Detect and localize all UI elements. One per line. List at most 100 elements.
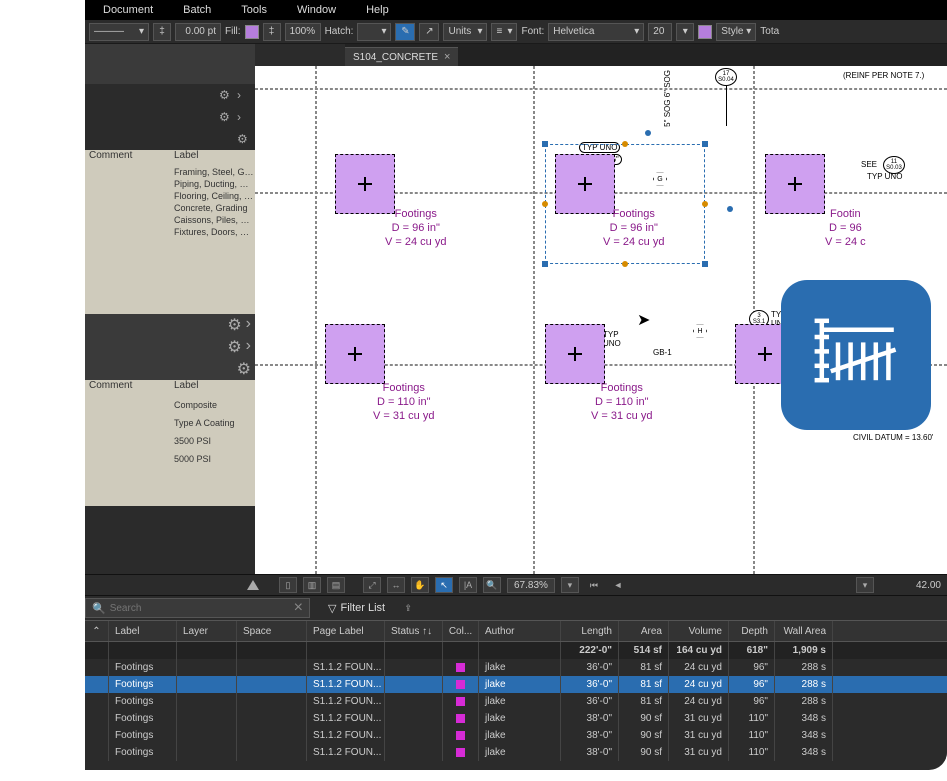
gear-icon[interactable]: ⚙ <box>237 359 251 379</box>
col-label[interactable]: Label <box>109 621 177 641</box>
menu-batch[interactable]: Batch <box>183 4 211 16</box>
selection-box <box>545 144 705 264</box>
text-tool-icon[interactable]: |A <box>459 577 477 593</box>
measure-tool-icon[interactable]: ↗ <box>419 23 439 41</box>
menu-help[interactable]: Help <box>366 4 389 16</box>
units-select[interactable]: Units▾ <box>443 23 487 41</box>
dropdown-icon[interactable]: ▾ <box>856 577 874 593</box>
col-area[interactable]: Area <box>619 621 669 641</box>
panel2-row[interactable]: Composite <box>85 396 255 414</box>
table-row[interactable]: FootingsS1.1.2 FOUN...jlake38'-0"90 sf31… <box>85 744 947 761</box>
gear-icon[interactable]: ⚙ <box>237 132 251 146</box>
menu-document[interactable]: Document <box>103 4 153 16</box>
selection-handle[interactable] <box>622 141 628 147</box>
menu-window[interactable]: Window <box>297 4 336 16</box>
fill-swatch[interactable] <box>245 25 259 39</box>
panel1-row[interactable]: Caissons, Piles, Colum... <box>85 214 255 226</box>
gear-icon[interactable]: ⚙ <box>219 88 233 102</box>
table-row[interactable]: FootingsS1.1.2 FOUN...jlake38'-0"90 sf31… <box>85 710 947 727</box>
panel1-row[interactable]: Piping, Ducting, Co... <box>85 178 255 190</box>
panel1-row[interactable]: Framing, Steel, Grid Li... <box>85 166 255 178</box>
lineweight-field[interactable]: 0.00 pt <box>175 23 221 41</box>
rotation-handle[interactable] <box>727 206 733 212</box>
panel2-row[interactable]: 5000 PSI <box>85 450 255 468</box>
col-wallarea[interactable]: Wall Area <box>775 621 833 641</box>
menu-tools[interactable]: Tools <box>241 4 267 16</box>
chevron-right-icon[interactable]: › <box>246 315 251 335</box>
panel2-row[interactable]: Type A Coating <box>85 414 255 432</box>
rotation-handle[interactable] <box>645 130 651 136</box>
gear-icon[interactable]: ⚙ <box>227 315 241 335</box>
hatch-select[interactable]: ▾ <box>357 23 391 41</box>
col-status[interactable]: Status ↑↓ <box>385 621 443 641</box>
style-select[interactable]: Style▾ <box>716 23 756 41</box>
view-split-v-icon[interactable]: ▥ <box>303 577 321 593</box>
select-tool-icon[interactable]: ↖ <box>435 577 453 593</box>
zoom-tool-icon[interactable]: 🔍 <box>483 577 501 593</box>
col-expand[interactable]: ⌃ <box>85 621 109 641</box>
tab-s104-concrete[interactable]: S104_CONCRETE × <box>345 47 458 66</box>
first-page-icon[interactable]: ⏮ <box>585 577 603 593</box>
col-space[interactable]: Space <box>237 621 307 641</box>
col-length[interactable]: Length <box>561 621 619 641</box>
panel1-row[interactable]: Flooring, Ceiling, Glaz... <box>85 190 255 202</box>
table-row[interactable]: FootingsS1.1.2 FOUN...jlake36'-0"81 sf24… <box>85 693 947 710</box>
fit-width-icon[interactable]: ↔ <box>387 577 405 593</box>
align-select[interactable]: ≡▾ <box>491 23 517 41</box>
opacity-stepper[interactable]: ‡ <box>263 23 281 41</box>
search-box[interactable]: 🔍 × <box>85 598 310 618</box>
selection-handle[interactable] <box>702 201 708 207</box>
col-pagelabel[interactable]: Page Label <box>307 621 385 641</box>
filter-list-button[interactable]: ▽ Filter List <box>328 602 385 615</box>
fontsize-dropdown[interactable]: ▾ <box>676 23 694 41</box>
triangle-icon[interactable] <box>247 580 259 590</box>
view-split-h-icon[interactable]: ▤ <box>327 577 345 593</box>
lineweight-stepper[interactable]: ‡ <box>153 23 171 41</box>
font-select[interactable]: Helvetica▾ <box>548 23 644 41</box>
linestyle-select[interactable]: ———▾ <box>89 23 149 41</box>
see-label: SEE <box>861 160 877 169</box>
selection-handle[interactable] <box>702 261 708 267</box>
text-color-swatch[interactable] <box>698 25 712 39</box>
selection-handle[interactable] <box>542 201 548 207</box>
col-author[interactable]: Author <box>479 621 561 641</box>
fit-page-icon[interactable]: ⤢ <box>363 577 381 593</box>
cursor-icon: ➤ <box>637 310 650 330</box>
col-volume[interactable]: Volume <box>669 621 729 641</box>
footing-marker[interactable] <box>545 324 605 384</box>
chevron-right-icon[interactable]: › <box>237 110 251 124</box>
prev-page-icon[interactable]: ◄ <box>609 577 627 593</box>
panel1-row[interactable]: Fixtures, Doors, Wind... <box>85 226 255 238</box>
highlight-tool-icon[interactable]: ✎ <box>395 23 415 41</box>
selection-handle[interactable] <box>542 141 548 147</box>
view-single-icon[interactable]: ▯ <box>279 577 297 593</box>
col-depth[interactable]: Depth <box>729 621 775 641</box>
footing-marker[interactable] <box>325 324 385 384</box>
fontsize-field[interactable]: 20 <box>648 23 672 41</box>
bottom-toolbar: ▯ ▥ ▤ ⤢ ↔ ✋ ↖ |A 🔍 67.83% ▾ ⏮ ◄ ▾ 42.00 <box>85 574 947 596</box>
zoom-dropdown[interactable]: ▾ <box>561 577 579 593</box>
footing-marker[interactable] <box>765 154 825 214</box>
selection-handle[interactable] <box>542 261 548 267</box>
close-icon[interactable]: × <box>444 51 450 63</box>
panel1-row[interactable]: Concrete, Grading <box>85 202 255 214</box>
col-color[interactable]: Col... <box>443 621 479 641</box>
panel2-row[interactable]: 3500 PSI <box>85 432 255 450</box>
clear-search-icon[interactable]: × <box>294 599 303 617</box>
table-row[interactable]: FootingsS1.1.2 FOUN...jlake38'-0"90 sf31… <box>85 727 947 744</box>
chevron-right-icon[interactable]: › <box>246 337 251 357</box>
zoom-field[interactable]: 67.83% <box>507 578 555 593</box>
gear-icon[interactable]: ⚙ <box>227 337 241 357</box>
col-layer[interactable]: Layer <box>177 621 237 641</box>
chevron-right-icon[interactable]: › <box>237 88 251 102</box>
selection-handle[interactable] <box>622 261 628 267</box>
selection-handle[interactable] <box>702 141 708 147</box>
footing-marker[interactable] <box>335 154 395 214</box>
table-row[interactable]: FootingsS1.1.2 FOUN...jlake36'-0"81 sf24… <box>85 659 947 676</box>
pan-tool-icon[interactable]: ✋ <box>411 577 429 593</box>
search-input[interactable] <box>110 603 294 614</box>
export-icon[interactable]: ⇪ <box>399 600 417 616</box>
opacity-field[interactable]: 100% <box>285 23 321 41</box>
table-row[interactable]: FootingsS1.1.2 FOUN...jlake36'-0"81 sf24… <box>85 676 947 693</box>
gear-icon[interactable]: ⚙ <box>219 110 233 124</box>
